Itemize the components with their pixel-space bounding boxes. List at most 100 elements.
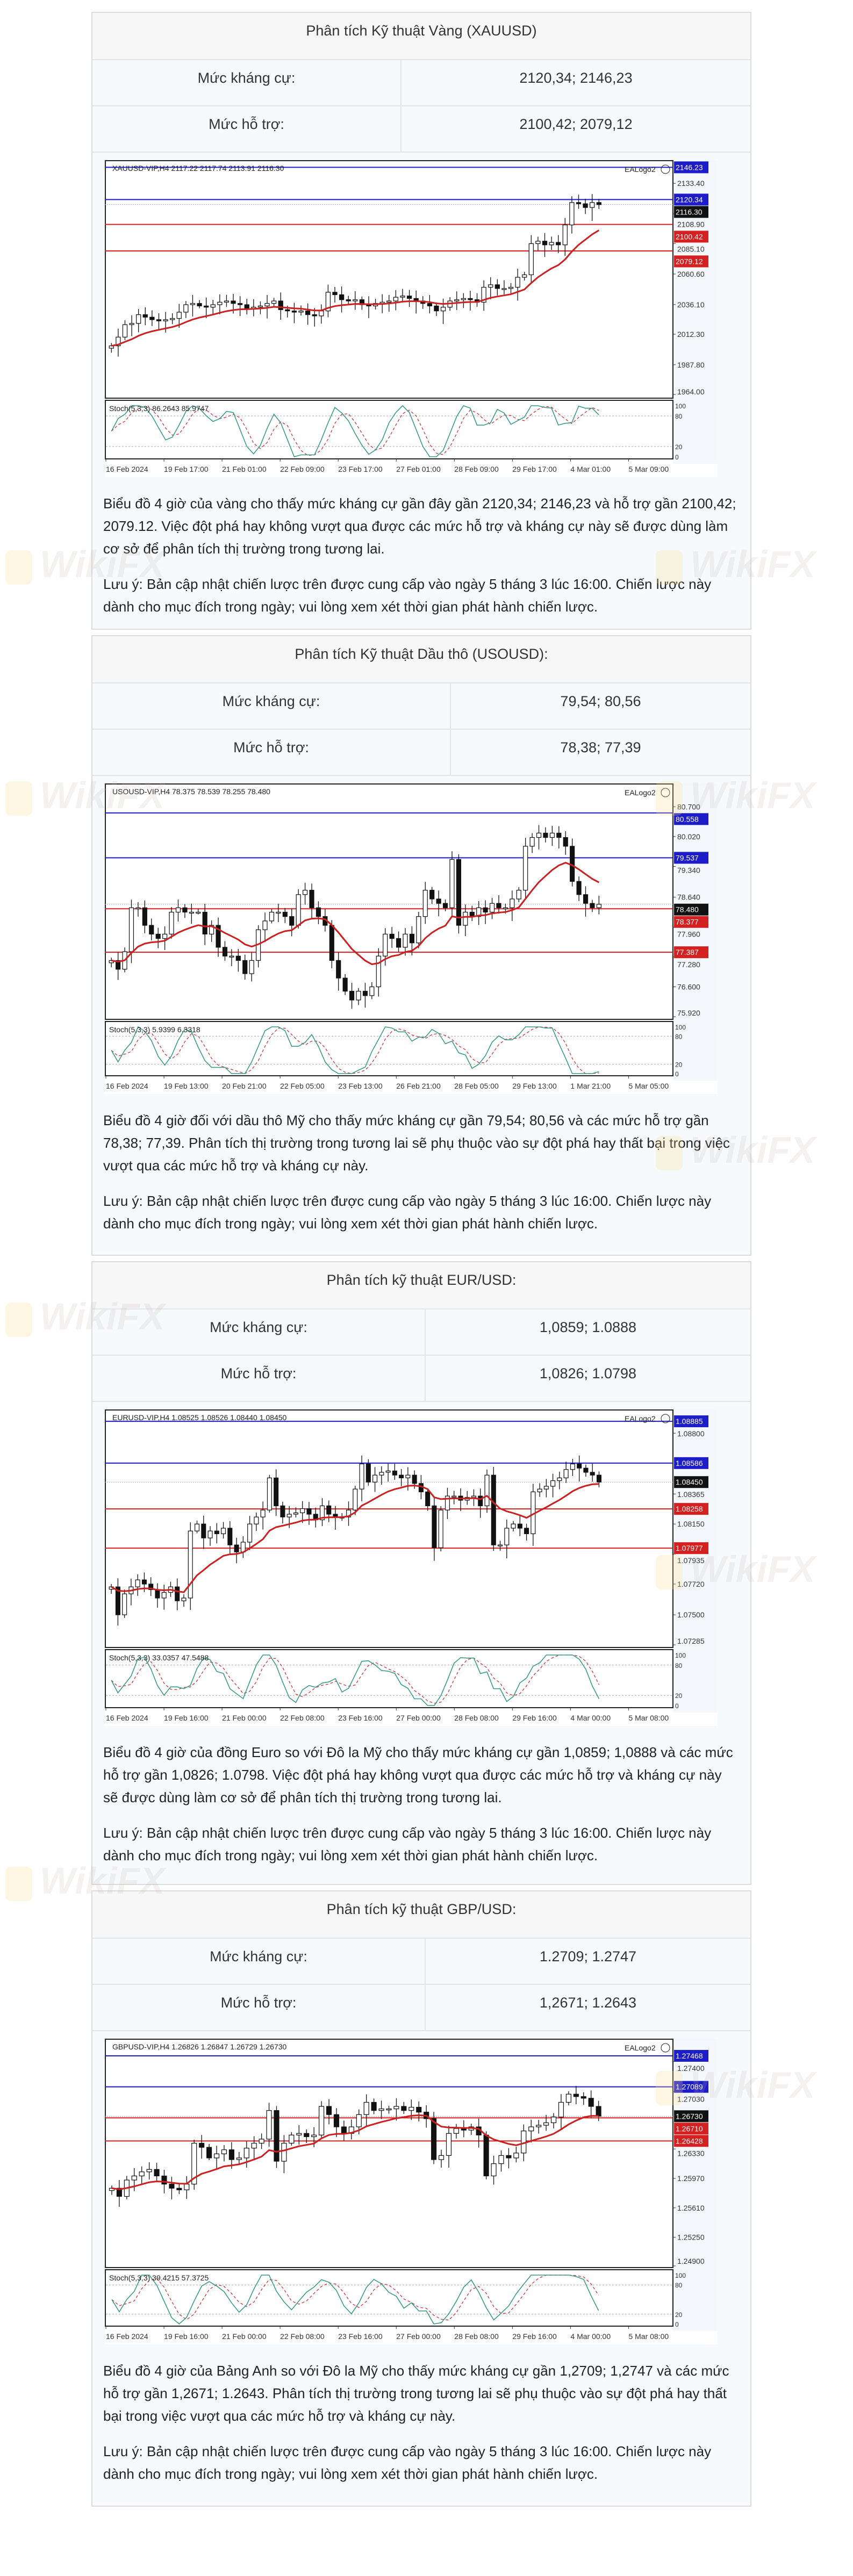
candle-body xyxy=(478,1495,483,1506)
candle-body xyxy=(353,1488,358,1510)
chart-logo-text: EALogo2 xyxy=(625,2043,656,2052)
candle-body xyxy=(289,916,295,926)
candle-body xyxy=(511,1523,516,1529)
candle-body xyxy=(155,1589,160,1599)
candle-body xyxy=(224,300,230,303)
candle-body xyxy=(319,1505,325,1520)
candle-body xyxy=(209,925,214,935)
section-gbpusd: Phân tích kỹ thuật GBP/USD: Mức kháng cự… xyxy=(91,1890,751,2507)
candle-body xyxy=(403,933,408,948)
y-tick-label: 79.340 xyxy=(677,866,700,874)
y-tick-label: 1.27400 xyxy=(677,2064,705,2073)
candle-body xyxy=(596,202,601,205)
x-tick-label: 29 Feb 16:00 xyxy=(512,2332,557,2341)
candle-body xyxy=(161,2175,167,2185)
section-usousd: Phân tích Kỹ thuật Dầu thô (USOUSD): Mức… xyxy=(91,635,751,1256)
stoch-tick-label: 100 xyxy=(675,2272,686,2279)
candle-body xyxy=(596,1474,601,1483)
candle-body xyxy=(141,1579,147,1585)
candle-body xyxy=(529,837,535,847)
section-title: Phân tích kỹ thuật EUR/USD: xyxy=(326,1272,517,1288)
stoch-tick-label: 0 xyxy=(675,2321,679,2328)
candle-body xyxy=(583,1467,589,1473)
candle-body xyxy=(449,859,455,908)
candle-body xyxy=(311,2134,317,2137)
candle-body xyxy=(298,311,304,313)
support-value: 78,38; 77,39 xyxy=(560,739,641,755)
candle-body xyxy=(549,242,554,246)
candle-body xyxy=(517,1523,522,1529)
candle-body xyxy=(425,1491,431,1506)
x-tick-label: 21 Feb 00:00 xyxy=(222,2332,267,2341)
x-tick-label: 29 Feb 17:00 xyxy=(512,465,557,473)
y-tick-label: 76.600 xyxy=(677,983,700,991)
candle-body xyxy=(139,2171,145,2177)
candle-body xyxy=(296,894,301,926)
candle-body xyxy=(229,955,234,958)
candle-body xyxy=(503,907,508,909)
table-title-row: Phân tích Kỹ thuật Dầu thô (USOUSD): xyxy=(92,636,750,683)
stoch-tick-label: 80 xyxy=(675,2282,683,2289)
resistance-badge xyxy=(674,1415,708,1428)
candle-body xyxy=(438,1509,443,1548)
candle-body xyxy=(498,1544,503,1546)
candle-body xyxy=(249,960,254,974)
candle-body xyxy=(543,1486,549,1490)
candle-body xyxy=(183,304,189,313)
candle-body xyxy=(537,1488,542,1492)
candle-body xyxy=(169,2184,175,2189)
candle-body xyxy=(202,911,207,935)
candle-body xyxy=(383,933,388,956)
candle-body xyxy=(405,1474,411,1478)
candle-body xyxy=(262,920,268,930)
x-tick-label: 28 Feb 09:00 xyxy=(454,465,499,473)
current-badge xyxy=(674,206,708,218)
y-tick-label: 1987.80 xyxy=(677,361,705,369)
x-tick-label: 19 Feb 13:00 xyxy=(164,1082,209,1090)
support-value: 1,0826; 1.0798 xyxy=(539,1365,637,1381)
x-tick-label: 19 Feb 17:00 xyxy=(164,465,209,473)
candle-body xyxy=(293,1512,298,1515)
y-tick-label: 1.07720 xyxy=(677,1580,705,1588)
stoch-tick-label: 0 xyxy=(675,1070,679,1078)
candle-body xyxy=(506,2155,512,2158)
y-tick-label: 1.26330 xyxy=(677,2149,705,2157)
candle-body xyxy=(489,903,495,913)
x-tick-label: 1 Mar 21:00 xyxy=(570,1082,611,1090)
support-row: Mức hỗ trợ: 2100,42; 2079,12 xyxy=(92,106,750,153)
support-label: 1.26428 xyxy=(676,2136,703,2145)
stoch-main-line xyxy=(111,1026,599,1074)
candle-body xyxy=(535,241,541,244)
candle-body xyxy=(129,323,134,325)
chart-header: EURUSD-VIP,H4 1.08525 1.08526 1.08440 1.… xyxy=(112,1413,287,1422)
moving-average-line xyxy=(111,861,600,966)
table-title-row: Phân tích kỹ thuật EUR/USD: xyxy=(92,1262,750,1309)
candle-body xyxy=(488,284,493,288)
candle-body xyxy=(339,294,345,300)
support-badge xyxy=(674,2135,708,2147)
stoch-tick-label: 100 xyxy=(675,1652,686,1659)
candle-body xyxy=(494,284,500,289)
resistance-value: 79,54; 80,56 xyxy=(560,693,641,709)
resistance-row: Mức kháng cự: 79,54; 80,56 xyxy=(92,683,750,730)
candle-body xyxy=(131,2175,137,2181)
candle-body xyxy=(213,2153,220,2158)
y-tick-label: 1.08365 xyxy=(677,1490,705,1499)
x-tick-label: 19 Feb 16:00 xyxy=(164,2332,209,2341)
candle-body xyxy=(341,2126,347,2134)
candle-body xyxy=(576,881,582,895)
candle-body xyxy=(498,2155,504,2164)
candle-body xyxy=(416,2106,422,2113)
y-tick-label: 1964.00 xyxy=(677,387,705,396)
candle-body xyxy=(386,300,392,303)
usousd-h4-chart: 80.700 80.558 80.020 79.537 79.340 78.640 78.4… xyxy=(105,783,718,1094)
candle-body xyxy=(401,2106,407,2111)
candle-body xyxy=(376,955,381,988)
candle-body xyxy=(353,299,358,301)
stoch-pane-frame xyxy=(105,400,673,459)
current-label: 2116.30 xyxy=(676,207,703,216)
y-tick-label: 1.27030 xyxy=(677,2095,705,2104)
candle-body xyxy=(274,1477,279,1506)
support-label: 1.08258 xyxy=(676,1505,703,1513)
resistance-label: 1.27468 xyxy=(676,2052,703,2060)
